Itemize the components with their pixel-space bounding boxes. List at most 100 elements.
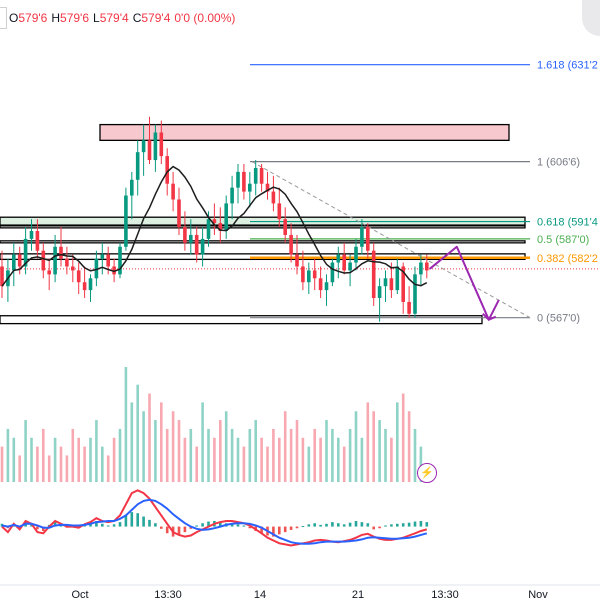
macd-hist-bar — [325, 523, 328, 527]
volume-bar — [18, 455, 21, 482]
volume-bar — [307, 446, 311, 482]
candle-body — [206, 219, 211, 239]
macd-hist-bar — [124, 515, 128, 527]
candle-body — [212, 219, 217, 224]
volume-bar — [325, 420, 328, 482]
volume-bar — [295, 420, 299, 482]
low-value: 579'4 — [99, 11, 129, 25]
volume-bar — [278, 437, 281, 482]
volume-bar — [177, 420, 181, 482]
macd-hist-bar — [236, 524, 240, 527]
candle-body — [17, 254, 22, 267]
candle-body — [82, 282, 87, 291]
high-value: 579'6 — [60, 11, 90, 25]
x-tick-label: 13:30 — [154, 589, 182, 600]
volume-bar — [24, 420, 27, 482]
candle-body — [277, 203, 282, 220]
candle-body — [419, 262, 423, 275]
volume-bar — [6, 428, 10, 482]
macd-hist-bar — [319, 524, 322, 527]
candle-body — [189, 234, 193, 243]
signal-line — [1, 498, 428, 545]
volume-bar — [254, 420, 257, 482]
candle-body — [29, 231, 34, 239]
volume-bar — [213, 437, 216, 482]
macd-hist-bar — [201, 523, 204, 527]
macd-hist-bar — [165, 526, 169, 534]
candle-body — [0, 266, 4, 287]
candle-body — [47, 270, 51, 275]
projection-path — [429, 245, 500, 321]
macd-hist-bar — [272, 526, 275, 537]
candle-body — [94, 258, 99, 279]
macd-hist-bar — [378, 526, 381, 529]
macd-hist-bar — [154, 523, 157, 527]
macd-hist-bar — [160, 526, 163, 529]
volume-bar — [59, 446, 63, 482]
volume-bar — [236, 437, 240, 482]
candle-body — [236, 171, 240, 188]
volume-bar — [207, 428, 210, 482]
candle-body — [159, 132, 164, 157]
lightning-icon[interactable]: ⚡ — [417, 463, 437, 483]
candle-body — [23, 238, 28, 267]
candle-body — [289, 234, 293, 255]
volume-bar — [183, 437, 187, 482]
volume-bar — [331, 428, 334, 482]
macd-hist-bar — [12, 525, 16, 527]
volume-bar — [401, 393, 405, 482]
candle-body — [295, 254, 299, 267]
volume-bar — [407, 411, 411, 482]
candle-body — [407, 301, 411, 314]
macd-hist-bar — [207, 521, 210, 527]
zone-support-5 — [0, 315, 483, 325]
volume-bar — [89, 437, 92, 482]
volume-bar — [319, 437, 322, 482]
volume-bar — [106, 455, 110, 482]
candle-body — [177, 199, 181, 228]
macd-hist-bar — [366, 523, 370, 527]
macd-hist-bar — [283, 526, 287, 533]
zone-resistance-0 — [99, 123, 510, 142]
panel-toggle[interactable] — [582, 0, 600, 36]
candle-body — [141, 140, 146, 153]
candle-body — [307, 270, 311, 283]
volume-bar — [366, 402, 370, 482]
candle-body — [366, 227, 370, 251]
x-tick-label: 21 — [352, 589, 364, 600]
legend-handle[interactable] — [0, 7, 7, 29]
candle-body — [12, 254, 16, 271]
volume-bar — [160, 402, 163, 482]
macd-line — [1, 489, 428, 547]
macd-hist-bar — [118, 522, 122, 527]
volume-bar — [384, 428, 387, 482]
candle-body — [41, 250, 46, 271]
open-value: 579'6 — [18, 11, 48, 25]
candle-body — [377, 286, 382, 298]
ohlc-legend: O 579'6 H 579'6 L 579'4 C 579'4 0'0 (0.00%) — [0, 7, 239, 29]
volume-bar — [354, 411, 358, 482]
moving-average-layer — [1, 165, 428, 287]
high-label: H — [51, 11, 61, 25]
close-value: 579'4 — [141, 11, 171, 25]
macd-hist-bar — [0, 523, 4, 527]
volume-bar — [248, 428, 252, 482]
projection-arrowhead — [482, 312, 497, 321]
volume-layer — [0, 367, 429, 482]
macd-hist-bar — [195, 525, 198, 527]
volume-bar — [30, 437, 33, 482]
macd-hist-bar — [242, 525, 246, 527]
fib-label-5: 0 (567'0) — [537, 313, 580, 325]
candle-body — [171, 183, 175, 200]
candle-body — [265, 183, 270, 192]
fib-label-3: 0.5 (587'0) — [537, 234, 589, 246]
time-axis-layer: Oct 13:30 14 21 13:30 Nov — [0, 584, 600, 600]
candle-body — [147, 140, 152, 161]
candle-body — [112, 266, 116, 275]
macd-hist-bar — [407, 522, 411, 527]
candle-body — [395, 266, 400, 291]
macd-hist-bar — [53, 521, 57, 527]
volume-bar — [65, 455, 69, 482]
volume-bar — [289, 428, 293, 482]
